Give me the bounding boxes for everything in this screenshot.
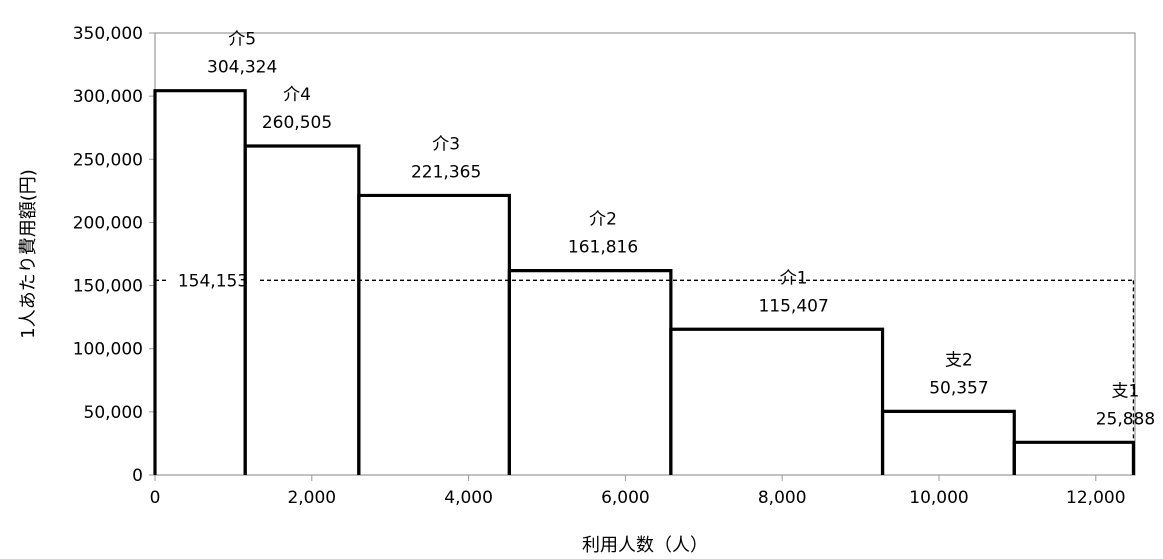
x-tick-label: 8,000 bbox=[758, 488, 807, 508]
average-line-group: 154,153 bbox=[155, 268, 1135, 475]
step-segment bbox=[507, 269, 673, 475]
step-segment bbox=[669, 327, 885, 475]
segment-name-label: 支2 bbox=[945, 350, 973, 370]
segment-value-label: 260,505 bbox=[262, 113, 332, 133]
y-axis-title: 1人あたり費用額(円) bbox=[18, 169, 39, 339]
y-tick-label: 350,000 bbox=[73, 24, 143, 44]
step-segment bbox=[243, 144, 361, 475]
segment-value-label: 304,324 bbox=[207, 58, 277, 78]
x-tick-label: 0 bbox=[150, 488, 161, 508]
segment-value-label: 50,357 bbox=[929, 378, 988, 398]
segment-labels: 介5 304,324 介4 260,505 介3 221,365 介2 161,816 介1 11… bbox=[207, 30, 1155, 430]
segment-name-label: 介3 bbox=[432, 134, 460, 154]
y-tick-label: 200,000 bbox=[73, 213, 143, 233]
segment-name-label: 介1 bbox=[780, 268, 808, 288]
step-segment bbox=[880, 409, 1016, 475]
step-segment bbox=[1012, 440, 1136, 475]
segment-name-label: 支1 bbox=[1112, 381, 1140, 401]
y-tick-label: 0 bbox=[132, 466, 143, 486]
segment-name-label: 介2 bbox=[589, 210, 617, 230]
y-tick-label: 300,000 bbox=[73, 87, 143, 107]
segment-value-label: 221,365 bbox=[411, 162, 481, 182]
y-tick-label: 250,000 bbox=[73, 150, 143, 170]
y-tick-label: 100,000 bbox=[73, 340, 143, 360]
y-tick-label: 150,000 bbox=[73, 277, 143, 297]
segment-name-label: 介5 bbox=[228, 30, 256, 50]
x-tick-label: 6,000 bbox=[601, 488, 650, 508]
step-series bbox=[153, 89, 1136, 475]
segment-name-label: 介4 bbox=[283, 85, 311, 105]
segment-value-label: 115,407 bbox=[758, 296, 828, 316]
x-tick-label: 2,000 bbox=[287, 488, 336, 508]
x-tick-label: 12,000 bbox=[1066, 488, 1125, 508]
y-axis: 0 50,000 100,000 150,000 200,000 250,000 300,0… bbox=[73, 24, 155, 486]
x-axis-title: 利用人数（人） bbox=[582, 535, 708, 554]
segment-value-label: 25,888 bbox=[1096, 409, 1155, 429]
step-segment bbox=[357, 193, 511, 475]
x-tick-label: 10,000 bbox=[909, 488, 968, 508]
x-tick-label: 4,000 bbox=[444, 488, 493, 508]
x-axis: 0 2,000 4,000 6,000 8,000 10,000 12,000 bbox=[150, 475, 1126, 508]
segment-value-label: 161,816 bbox=[568, 238, 638, 258]
y-tick-label: 50,000 bbox=[84, 403, 143, 423]
average-label: 154,153 bbox=[178, 271, 248, 291]
